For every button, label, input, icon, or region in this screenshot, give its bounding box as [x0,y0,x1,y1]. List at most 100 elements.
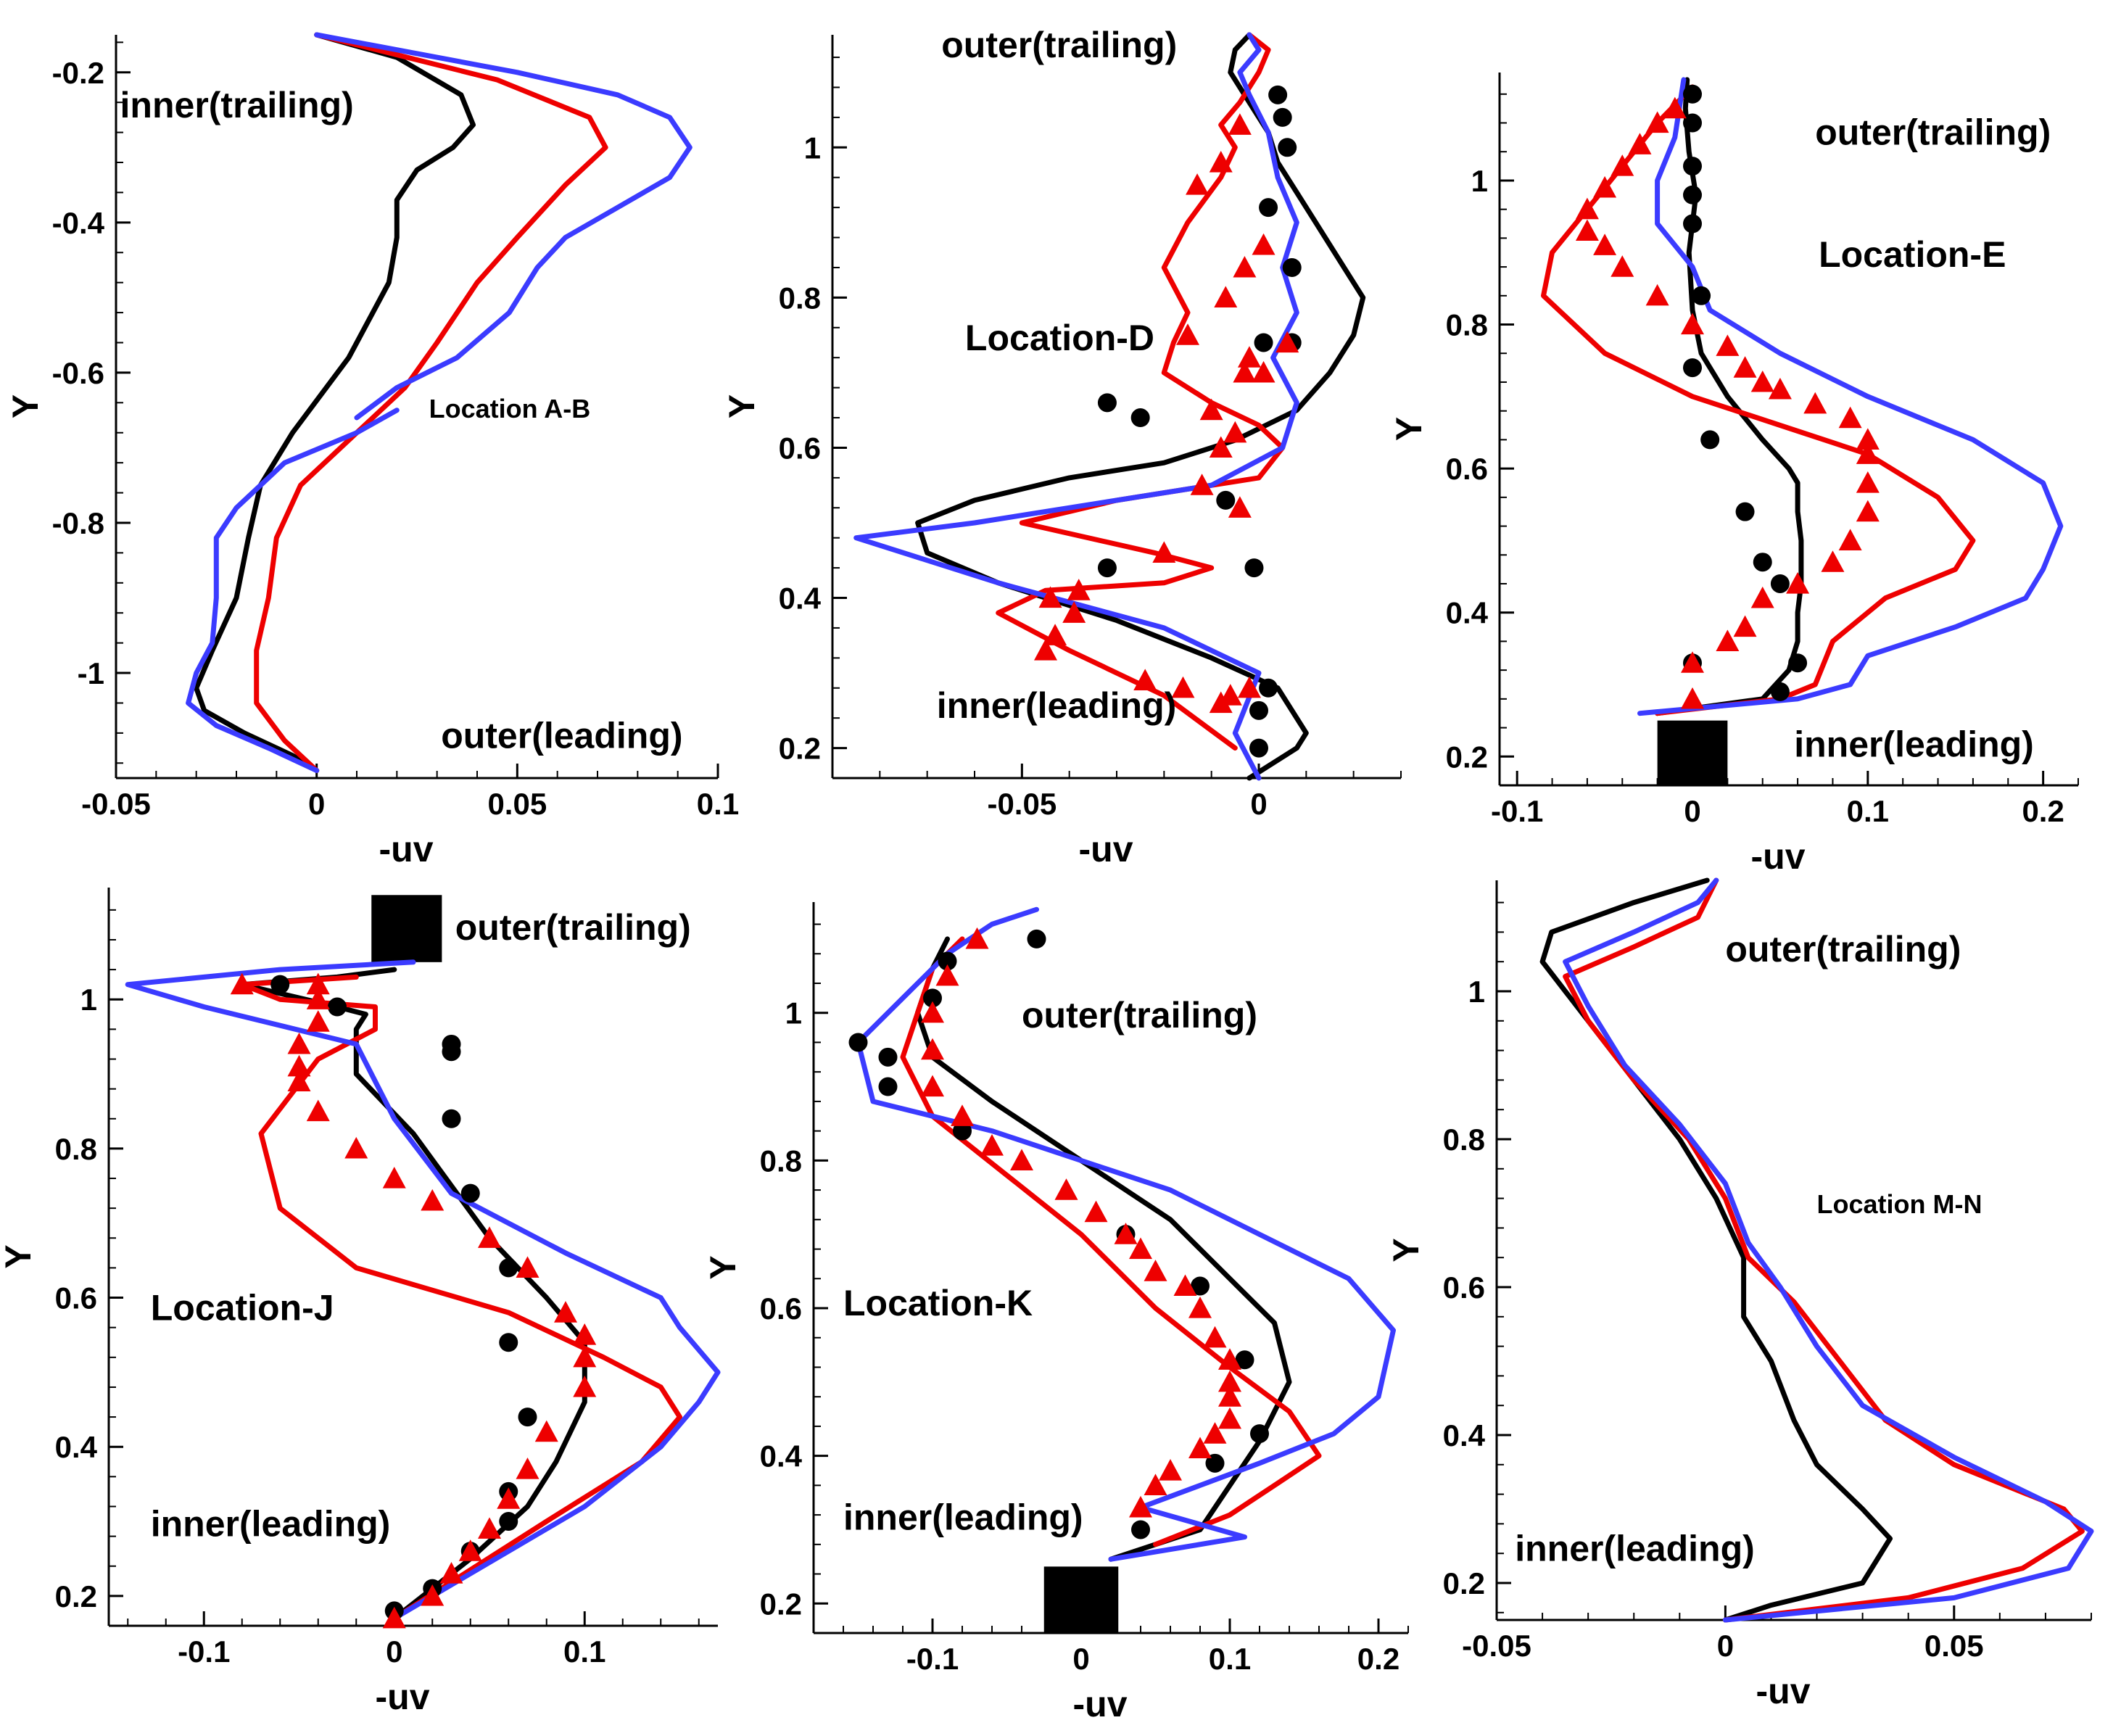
data-point-circle [518,1408,537,1427]
annotation-label: Location-E [1819,234,2006,275]
panel-6: -0.05 0 0.05 0.2 0.4 0.6 0.8 1 -uv Youter(trailin… [1386,877,2094,1711]
data-point-triangle [1054,1178,1078,1200]
y-tick-label: 0.8 [1443,1123,1485,1157]
y-tick-label: 0.2 [760,1587,802,1621]
x-tick-label: 0 [1684,794,1700,828]
data-point-triangle [1034,638,1057,661]
data-point-circle [878,1047,898,1067]
data-point-triangle [1038,586,1062,608]
data-point-triangle [516,1458,539,1479]
y-axis-label: Y [1386,1238,1426,1262]
data-point-triangle [1733,615,1757,637]
y-tick-label: 0.2 [55,1579,97,1613]
plot-area [853,32,1366,781]
annotation-label: Location-J [151,1287,334,1328]
plot-area [848,906,1396,1562]
data-point-circle [1770,682,1790,701]
x-tick-label: 0 [386,1634,402,1669]
data-point-circle [1683,157,1702,176]
x-tick-label: 0.1 [1847,794,1889,828]
data-point-triangle [1750,586,1774,608]
series-red-line [1541,84,1976,716]
data-point-circle [953,1121,972,1141]
data-point-circle [1788,653,1808,673]
plot-area [125,959,721,1629]
annotation-label: outer(trailing) [455,907,691,948]
data-point-triangle [921,1075,944,1097]
data-point-circle [1683,358,1702,378]
x-tick-label: -0.05 [81,787,151,821]
y-tick-label: 0.6 [760,1291,802,1326]
data-point-triangle [1233,255,1257,278]
annotation-label: inner(leading) [937,685,1177,726]
annotation-label: outer(trailing) [1022,995,1257,1036]
y-tick-label: 0.4 [779,582,822,616]
annotation-label: outer(leading) [441,716,682,756]
x-tick-label: -0.1 [178,1634,230,1669]
data-point-circle [1249,738,1268,758]
y-tick-label: 0.8 [1446,308,1488,342]
data-point-circle [1249,700,1268,720]
data-point-triangle [1214,286,1238,307]
y-tick-label: 0.8 [779,281,821,315]
data-point-triangle [1252,360,1276,383]
annotation-label: inner(leading) [843,1497,1083,1537]
data-point-triangle [1173,1274,1197,1297]
data-point-triangle [1129,1237,1152,1260]
y-axis-label: Y [1389,417,1429,441]
data-point-circle [1683,214,1702,233]
y-tick-label: 0.8 [760,1144,802,1178]
plot-area [186,32,692,774]
y-tick-label: 1 [1468,975,1485,1009]
y-axis-label: Y [0,1244,38,1268]
data-point-triangle [1237,346,1261,368]
data-point-triangle [1233,360,1257,383]
data-point-triangle [1575,197,1599,220]
data-point-triangle [1276,331,1299,353]
data-point-triangle [573,1345,597,1368]
data-point-triangle [1681,687,1704,709]
y-tick-label: -0.2 [52,56,104,90]
data-point-triangle [287,1070,311,1091]
data-point-triangle [1681,313,1704,335]
y-tick-label: 0.4 [55,1430,98,1464]
data-point-triangle [1716,629,1740,652]
data-point-triangle [306,1099,330,1122]
plot-area [1539,877,2094,1623]
y-axis-label: Y [5,394,46,418]
data-point-triangle [1176,323,1199,345]
x-axis-label: -uv [1756,1671,1811,1711]
data-point-triangle [1716,334,1740,356]
data-point-circle [1131,1520,1150,1539]
data-point-triangle [1199,398,1223,421]
data-point-triangle [1186,173,1210,195]
y-tick-label: -1 [78,656,104,690]
x-tick-label: 0 [1250,787,1267,821]
data-point-circle [499,1258,518,1278]
data-point-triangle [921,1038,944,1060]
data-point-triangle [1084,1200,1108,1223]
data-point-triangle [1575,219,1599,241]
data-point-triangle [287,1032,311,1054]
data-point-triangle [478,1226,501,1248]
annotation-label: outer(trailing) [941,25,1177,65]
x-tick-label: 0.1 [563,1634,605,1669]
data-point-triangle [1010,1149,1033,1170]
y-tick-label: 1 [80,983,97,1017]
data-point-triangle [1252,233,1276,255]
annotation-label: inner(leading) [1515,1528,1755,1568]
data-point-triangle [1628,133,1652,154]
data-point-circle [1244,558,1264,578]
data-point-triangle [1218,684,1242,706]
data-point-circle [270,975,290,994]
data-point-triangle [1611,154,1634,176]
data-point-triangle [1043,624,1067,645]
data-point-triangle [1593,233,1617,255]
data-point-triangle [951,1104,974,1126]
series-red-line [996,32,1286,751]
data-point-circle [1700,430,1720,450]
data-point-triangle [1203,1326,1227,1348]
data-point-triangle [1838,529,1862,551]
data-point-triangle [1768,377,1792,400]
